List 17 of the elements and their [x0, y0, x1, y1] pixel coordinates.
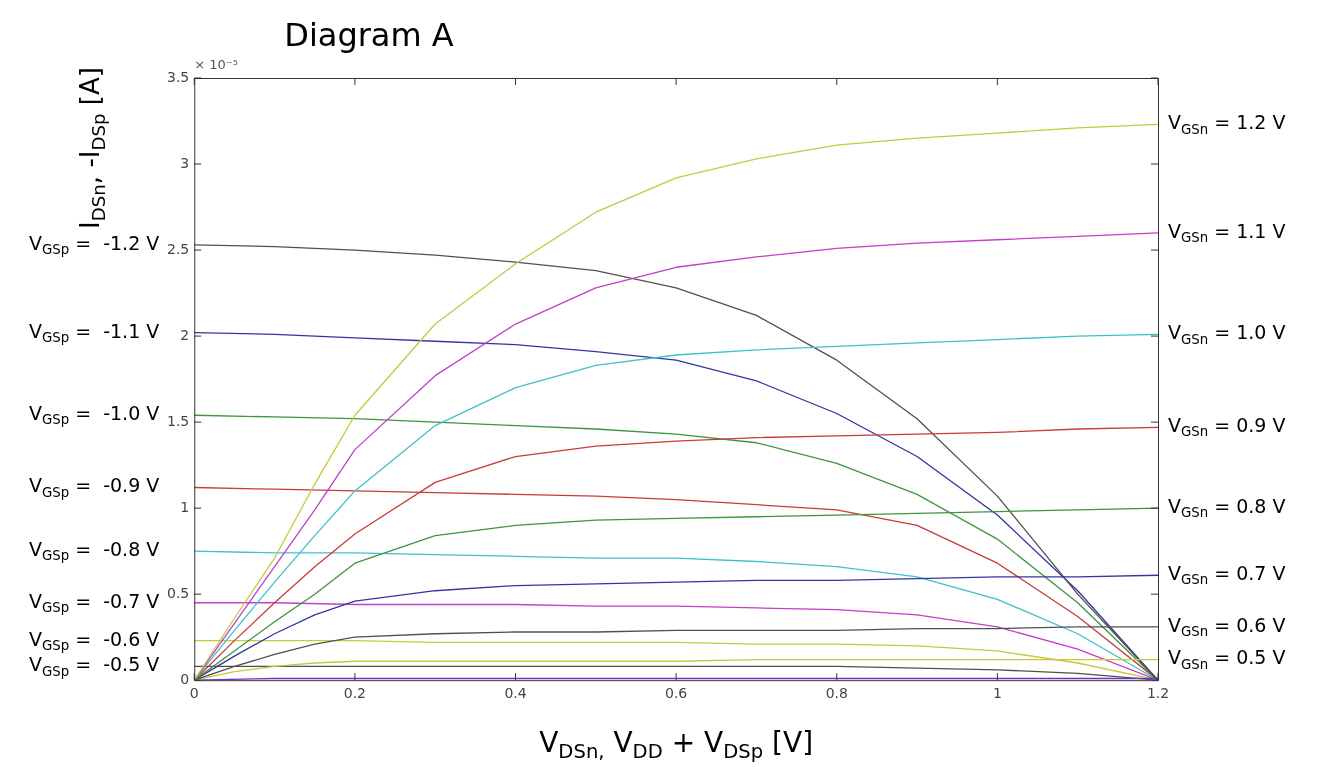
y-tick-label: 2	[180, 326, 190, 343]
x-tick-label: 1.2	[1146, 685, 1170, 702]
chart-title: Diagram A	[284, 16, 454, 55]
x-tick-label: 1	[992, 685, 1002, 702]
y-tick-label: 1	[180, 498, 190, 515]
x-tick-label: 0.4	[504, 685, 527, 702]
y-axis-title: IDSn, -IDSp [A]	[74, 67, 109, 229]
y-tick-label: 0	[180, 670, 190, 687]
x-tick-label: 0.2	[343, 685, 367, 702]
y-tick-label: 1.5	[167, 412, 190, 429]
x-tick-label: 0.6	[665, 685, 688, 702]
x-tick-label: 0.8	[825, 685, 848, 702]
y-tick-label: 0.5	[167, 584, 190, 601]
y-tick-label: 2.5	[167, 240, 190, 257]
text: × 10⁻⁵	[194, 57, 238, 73]
y-tick-label: 3	[180, 154, 190, 171]
y-tick-label: 3.5	[167, 68, 190, 85]
